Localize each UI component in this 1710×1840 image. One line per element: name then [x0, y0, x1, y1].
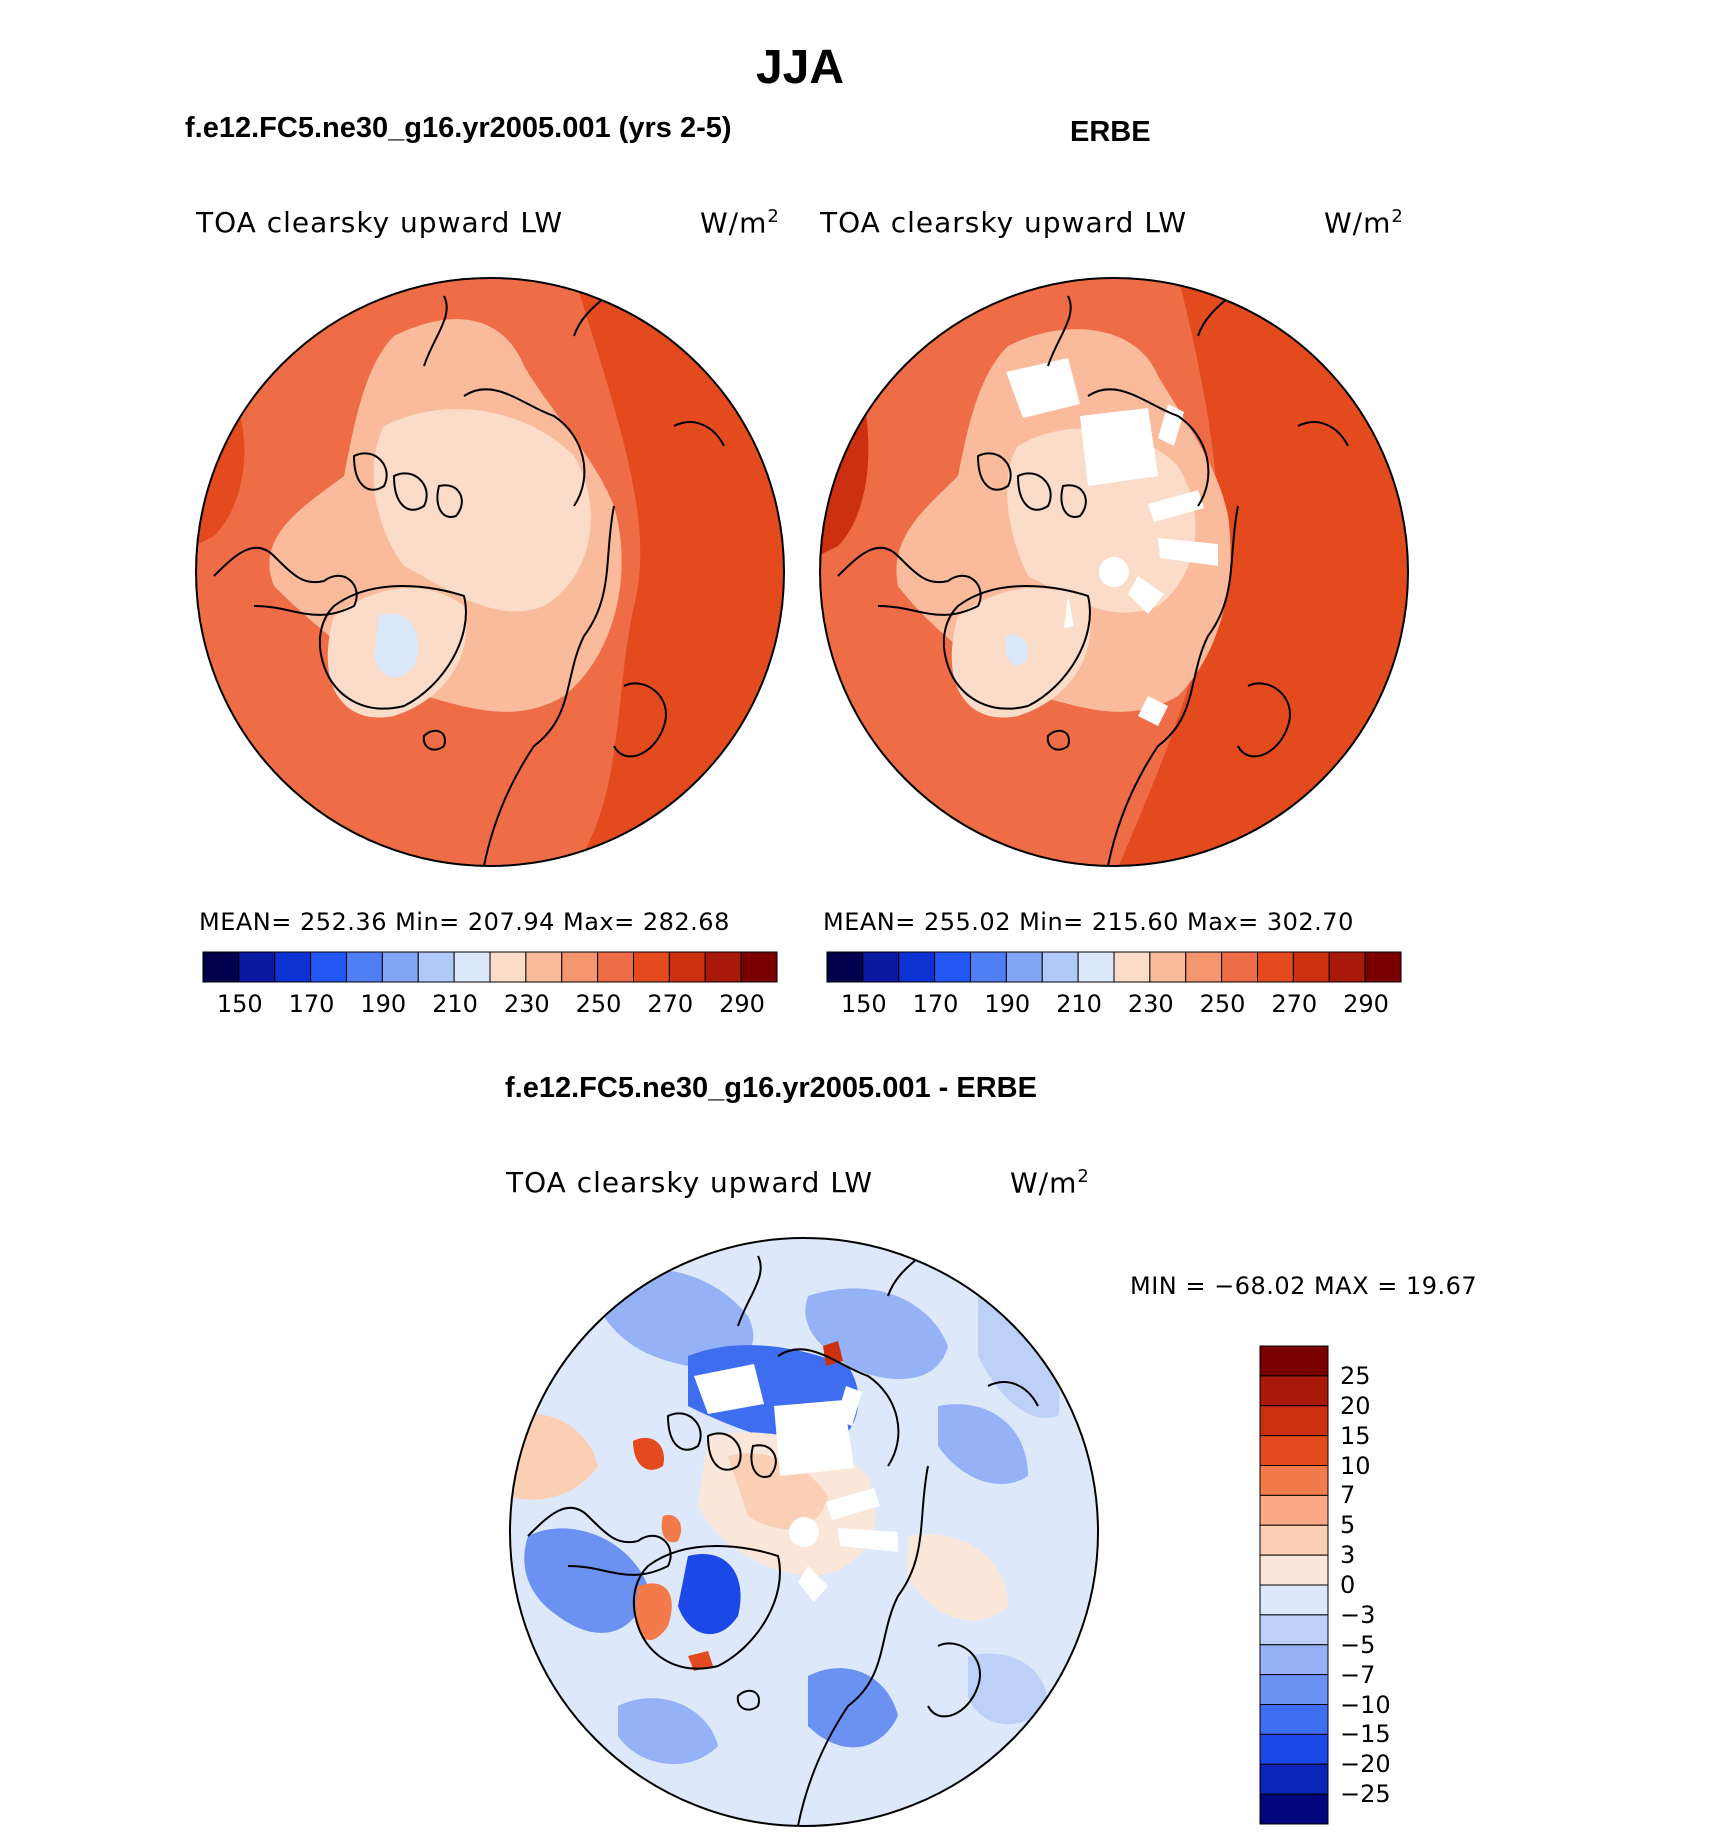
panel-2-colorbar-tick-label: 150 — [840, 990, 887, 1018]
panel-2-colorbar-swatch — [826, 951, 864, 983]
diff-colorbar-tick-label: −7 — [1340, 1660, 1376, 1689]
diff-colorbar-swatch — [1259, 1345, 1329, 1377]
panel-2-colorbar-swatch — [1077, 951, 1115, 983]
diff-colorbar-swatch — [1259, 1763, 1329, 1795]
panel-1-colorbar-swatch — [310, 951, 347, 983]
diff-title: f.e12.FC5.ne30_g16.yr2005.001 - ERBE — [505, 1072, 1037, 1104]
panel-1-stats: MEAN= 252.36 Min= 207.94 Max= 282.68 — [199, 908, 730, 936]
panel-1-colorbar-tick-label: 190 — [360, 990, 407, 1018]
diff-colorbar-tick-label: 5 — [1340, 1511, 1356, 1540]
panel-1-units-label: W/m2 — [700, 206, 780, 240]
diff-units-label: W/m2 — [1010, 1166, 1090, 1200]
diff-colorbar-tick-label: −10 — [1340, 1690, 1391, 1719]
panel-1-title: f.e12.FC5.ne30_g16.yr2005.001 (yrs 2-5) — [185, 112, 732, 144]
diff-colorbar-swatch — [1259, 1494, 1329, 1526]
diff-colorbar-swatch — [1259, 1375, 1329, 1407]
panel-2-colorbar-swatch — [1041, 951, 1079, 983]
diff-colorbar-tick-label: −25 — [1340, 1780, 1391, 1809]
figure-title: JJA — [755, 41, 845, 94]
diff-colorbar-tick-label: −20 — [1340, 1750, 1391, 1779]
panel-1-colorbar-tick-label: 150 — [216, 990, 263, 1018]
panel-1-polar-map — [195, 277, 785, 867]
diff-colorbar-swatch — [1259, 1554, 1329, 1586]
diff-colorbar-swatch — [1259, 1584, 1329, 1616]
panel-1-colorbar-swatch — [238, 951, 276, 983]
diff-colorbar-tick-label: 15 — [1340, 1421, 1371, 1450]
diff-stats: MIN = −68.02 MAX = 19.67 — [1130, 1272, 1478, 1300]
panel-2-colorbar-swatch — [1257, 951, 1294, 983]
panel-2-colorbar-swatch — [1364, 951, 1402, 983]
panel-2-colorbar-swatch — [1292, 951, 1330, 983]
diff-colorbar-swatch — [1259, 1674, 1329, 1705]
diff-colorbar-swatch — [1259, 1435, 1329, 1466]
panel-2-colorbar-swatch — [1149, 951, 1187, 983]
panel-2-colorbar-swatch — [1185, 951, 1223, 983]
panel-1-colorbar-swatch — [704, 951, 742, 983]
diff-colorbar-tick-label: 25 — [1340, 1361, 1371, 1390]
diff-colorbar-tick-label: −3 — [1340, 1600, 1376, 1629]
panel-1-colorbar — [202, 951, 778, 983]
panel-2-colorbar-swatch — [1113, 951, 1151, 983]
panel-2-colorbar-tick-label: 270 — [1271, 990, 1318, 1018]
panel-1-colorbar-swatch — [202, 951, 240, 983]
panel-1-colorbar-swatch — [417, 951, 455, 983]
diff-colorbar-tick-label: 3 — [1340, 1541, 1356, 1570]
panel-1-colorbar-tick-label: 270 — [647, 990, 694, 1018]
panel-1-colorbar-swatch — [274, 951, 312, 983]
panel-2-stats: MEAN= 255.02 Min= 215.60 Max= 302.70 — [823, 908, 1354, 936]
panel-2-colorbar-tick-label: 210 — [1056, 990, 1102, 1018]
diff-colorbar-swatch — [1259, 1614, 1329, 1646]
panel-1-colorbar-tick-label: 290 — [719, 990, 765, 1018]
diff-colorbar-tick-label: 10 — [1340, 1451, 1371, 1480]
panel-2-colorbar-swatch — [934, 951, 971, 983]
diff-colorbar-swatch — [1259, 1644, 1329, 1676]
diff-colorbar-tick-label: −5 — [1340, 1630, 1376, 1659]
diff-colorbar — [1259, 1345, 1329, 1825]
diff-polar-map — [509, 1237, 1099, 1827]
diff-variable-label: TOA clearsky upward LW — [506, 1166, 874, 1199]
panel-2-colorbar — [826, 951, 1402, 983]
panel-1-colorbar-swatch — [597, 951, 634, 983]
panel-1-colorbar-tick-label: 210 — [432, 990, 478, 1018]
panel-1-colorbar-swatch — [740, 951, 778, 983]
panel-2-colorbar-tick-label: 250 — [1199, 990, 1246, 1018]
panel-1-colorbar-tick-label: 250 — [575, 990, 622, 1018]
panel-1-colorbar-swatch — [453, 951, 491, 983]
panel-1-colorbar-swatch — [381, 951, 419, 983]
diff-colorbar-tick-label: 7 — [1340, 1481, 1356, 1510]
panel-2-colorbar-tick-label: 230 — [1127, 990, 1174, 1018]
diff-colorbar-swatch — [1259, 1793, 1329, 1825]
panel-1-colorbar-swatch — [489, 951, 527, 983]
panel-2-colorbar-swatch — [862, 951, 900, 983]
panel-1-colorbar-tick-label: 230 — [503, 990, 550, 1018]
panel-1-colorbar-swatch — [525, 951, 563, 983]
diff-colorbar-swatch — [1259, 1405, 1329, 1437]
panel-1-colorbar-swatch — [561, 951, 599, 983]
diff-colorbar-swatch — [1259, 1524, 1329, 1556]
panel-2-title: ERBE — [1070, 116, 1151, 148]
panel-2-colorbar-tick-label: 290 — [1343, 990, 1389, 1018]
panel-2-colorbar-swatch — [970, 951, 1007, 983]
diff-colorbar-tick-label: 0 — [1340, 1571, 1356, 1599]
panel-2-colorbar-swatch — [1005, 951, 1043, 983]
panel-2-units-label: W/m2 — [1324, 206, 1404, 240]
panel-2-colorbar-swatch — [1328, 951, 1366, 983]
panel-1-colorbar-swatch — [668, 951, 706, 983]
panel-2-variable-label: TOA clearsky upward LW — [820, 206, 1188, 239]
diff-colorbar-tick-label: 20 — [1340, 1391, 1371, 1420]
panel-2-polar-map — [819, 277, 1409, 867]
diff-colorbar-swatch — [1259, 1704, 1329, 1735]
diff-colorbar-tick-label: −15 — [1340, 1720, 1391, 1749]
diff-colorbar-swatch — [1259, 1465, 1329, 1496]
panel-2-colorbar-tick-label: 170 — [912, 990, 959, 1018]
panel-1-colorbar-swatch — [346, 951, 383, 983]
panel-1-variable-label: TOA clearsky upward LW — [196, 206, 564, 239]
panel-2-colorbar-swatch — [1221, 951, 1258, 983]
diff-colorbar-swatch — [1259, 1733, 1329, 1765]
panel-1-colorbar-swatch — [633, 951, 670, 983]
panel-1-colorbar-tick-label: 170 — [288, 990, 335, 1018]
panel-2-colorbar-swatch — [898, 951, 936, 983]
panel-2-colorbar-tick-label: 190 — [984, 990, 1031, 1018]
